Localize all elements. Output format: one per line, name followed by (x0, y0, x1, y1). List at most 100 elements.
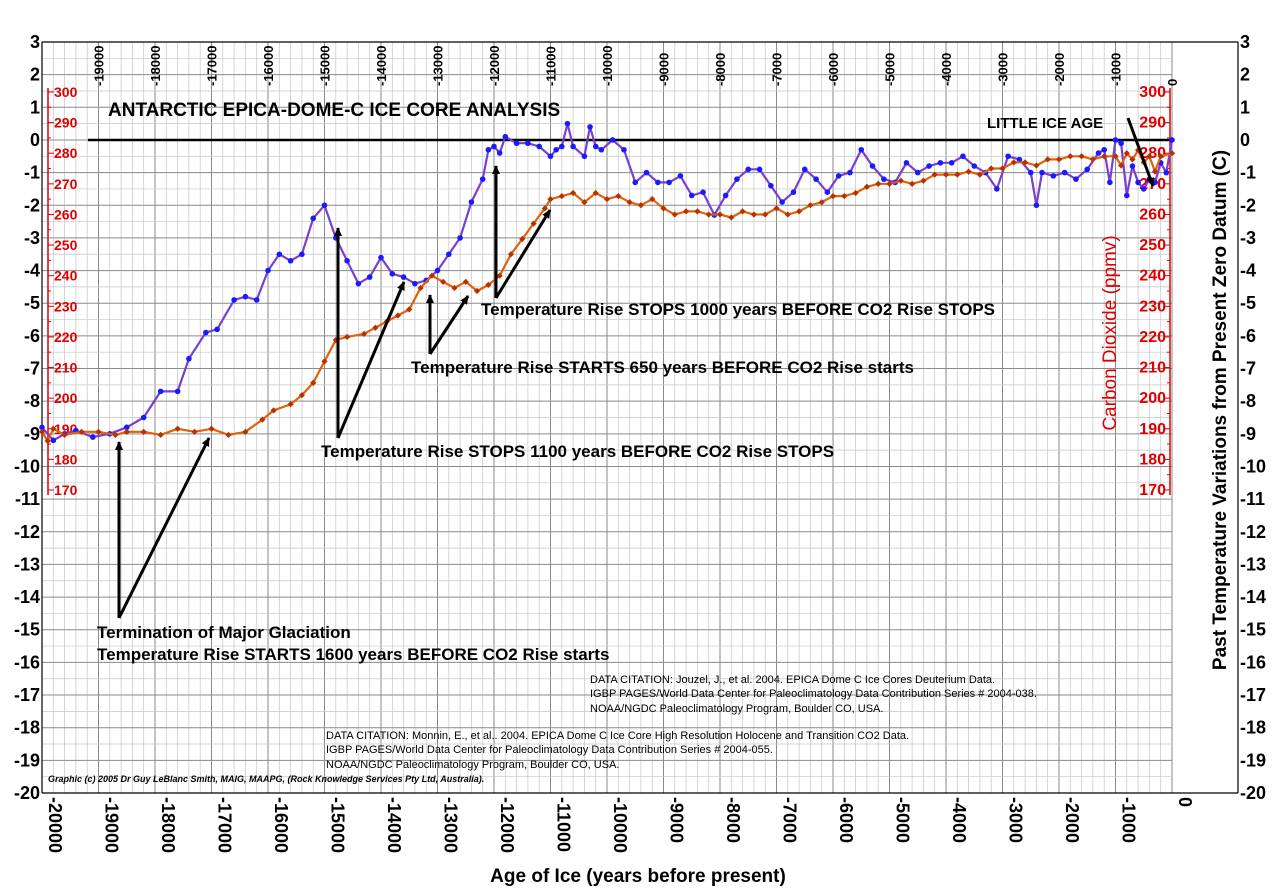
co2-data-point (1101, 153, 1108, 160)
temp-tick-label-right: 3 (1240, 32, 1250, 52)
co2-tick-label-right: 250 (1139, 237, 1166, 254)
temperature-data-point (412, 280, 418, 287)
co2-data-point (1129, 156, 1136, 163)
temp-tick-label-right: -1 (1240, 163, 1256, 183)
temperature-data-point (559, 143, 565, 150)
temperature-data-point (824, 189, 831, 195)
annotation-arrow (494, 209, 552, 299)
temperature-data-point (1033, 202, 1040, 209)
temp-tick-label-left: 3 (30, 32, 40, 52)
co2-tick-label-right: 240 (1139, 268, 1166, 285)
temperature-data-point (835, 173, 842, 179)
temp-tick-label-left: -17 (14, 685, 40, 705)
citation-line: NOAA/NGDC Paleoclimatology Program, Boul… (590, 703, 883, 715)
temp-tick-label-right: -14 (1240, 587, 1266, 607)
annotation-temp-stops-1000: Temperature Rise STOPS 1000 years BEFORE… (481, 300, 995, 319)
co2-data-point (1067, 153, 1074, 160)
co2-data-point (1044, 156, 1051, 163)
temperature-data-point (666, 179, 672, 186)
temperature-data-point (157, 388, 164, 395)
temperature-data-point (734, 176, 740, 182)
temperature-data-point (276, 251, 283, 258)
temperature-data-point (994, 186, 1000, 192)
x-tick-label: -10000 (610, 797, 630, 853)
y-axis-title-right: Past Temperature Variations from Present… (1210, 150, 1231, 670)
x-tick-label: -11000 (554, 797, 574, 852)
temperature-data-point (570, 143, 576, 150)
temperature-data-point (903, 160, 910, 166)
temp-tick-label-left: -20 (14, 783, 40, 803)
temp-tick-label-left: 2 (30, 65, 40, 85)
temperature-data-point (621, 146, 627, 153)
x-tick-label: -3000 (1006, 797, 1026, 843)
temperature-data-point (858, 146, 865, 153)
temp-tick-label-left: -19 (14, 750, 40, 770)
co2-data-point (259, 416, 266, 423)
co2-tick-label-right: 200 (1139, 390, 1166, 407)
co2-data-point (321, 358, 328, 365)
co2-tick-label-left: 250 (54, 237, 78, 253)
temp-tick-label-left: -4 (24, 261, 40, 281)
co2-data-point (1157, 153, 1164, 160)
temp-tick-label-right: -2 (1240, 195, 1256, 215)
co2-data-point (270, 407, 277, 414)
temperature-data-point (632, 179, 639, 186)
x-tick-label-top: -5000 (883, 53, 898, 86)
temperature-data-point (722, 192, 729, 199)
temp-tick-label-right: -7 (1240, 359, 1256, 379)
temperature-data-point (581, 153, 588, 160)
temperature-data-point (1118, 140, 1124, 147)
co2-tick-label-left: 300 (54, 84, 78, 100)
temperature-data-point (1163, 169, 1170, 176)
temp-tick-label-right: -13 (1240, 554, 1266, 574)
temperature-data-point (779, 199, 785, 205)
x-tick-label-top: -1000 (1109, 53, 1124, 86)
temperature-data-point (1101, 146, 1107, 153)
co2-data-point (406, 306, 413, 313)
annotation-little-ice-age: LITTLE ICE AGE (987, 115, 1103, 132)
temperature-data-point (50, 437, 57, 444)
temperature-data-point (203, 329, 209, 336)
temperature-data-point (457, 235, 463, 241)
x-tick-label: -9000 (667, 797, 687, 843)
temperature-data-point (960, 153, 966, 160)
temperature-data-point (123, 424, 130, 431)
temperature-data-point (948, 160, 955, 166)
temp-tick-label-left: -7 (24, 359, 40, 379)
co2-tick-label-left: 220 (54, 329, 78, 345)
temperature-data-point (536, 143, 542, 150)
x-tick-label-top: -15000 (318, 46, 333, 86)
x-tick-label: -1000 (1119, 797, 1139, 843)
temp-tick-label-left: 1 (30, 97, 40, 117)
temp-tick-label-right: 2 (1240, 65, 1250, 85)
temperature-data-point (1005, 153, 1011, 160)
co2-data-point (394, 312, 402, 319)
temperature-data-point (1073, 176, 1079, 182)
temperature-data-point (513, 140, 520, 147)
co2-data-point (1078, 153, 1085, 160)
temp-tick-label-left: -11 (15, 489, 40, 509)
temperature-data-point (321, 202, 328, 209)
co2-data-point (507, 251, 515, 258)
temperature-data-point (186, 355, 192, 362)
temp-tick-label-left: -5 (24, 293, 40, 313)
temperature-data-point (587, 124, 593, 130)
annotation-arrow (428, 295, 470, 355)
temperature-data-point (344, 257, 350, 264)
temp-tick-label-right: -19 (1240, 750, 1266, 770)
annotation-arrow (336, 281, 406, 439)
temperature-data-point (389, 271, 396, 277)
temp-tick-label-right: -16 (1240, 652, 1266, 672)
temperature-data-point (174, 388, 181, 395)
x-tick-label-top: -12000 (487, 46, 502, 86)
co2-tick-label-right: 190 (1139, 421, 1166, 438)
temp-tick-label-left: -3 (24, 228, 40, 248)
co2-data-point (496, 272, 503, 279)
co2-tick-label-right: 260 (1139, 206, 1166, 223)
temp-tick-label-left: -18 (14, 718, 40, 738)
co2-tick-label-right: 230 (1139, 298, 1166, 315)
temp-tick-label-left: 0 (30, 130, 40, 150)
temperature-data-point (242, 293, 249, 300)
tick-labels: 3 3 2 2 1 1 0 0 -1 -1 -2 -2 -3 -3 -4 -4 -5 -5 -6 -6 -7 -7 -8 -8… (14, 32, 1266, 853)
